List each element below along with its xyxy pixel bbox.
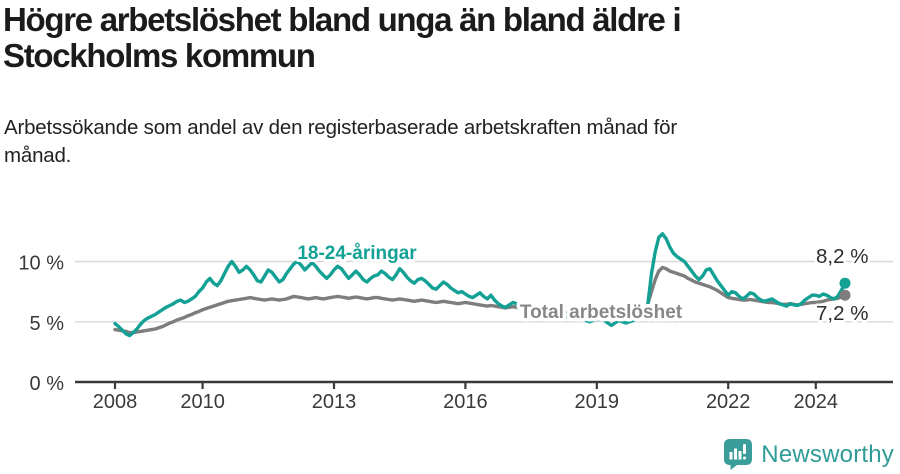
end-dot-total [839, 289, 851, 301]
end-dot-youth [839, 277, 851, 289]
series-label-total: Total arbetslöshet [520, 302, 683, 323]
subtitle-line-2: månad. [4, 144, 72, 167]
x-tick-label: 2016 [443, 391, 488, 413]
exclamation-dot [743, 456, 747, 460]
y-tick-label: 5 % [30, 313, 65, 335]
x-tick-label: 2013 [312, 391, 357, 413]
subtitle-line-1: Arbetssökande som andel av den registerb… [4, 116, 677, 139]
chart-annotations: 18-24-åringar Total arbetslöshet 8,2 % 7,2 … [294, 240, 871, 328]
exclamation-stem [743, 444, 747, 454]
bar-1 [729, 452, 733, 460]
x-tick-label: 2024 [794, 391, 839, 413]
title-line-2: Stockholms kommun [3, 37, 316, 74]
series-lines [113, 232, 847, 338]
bar-3 [738, 451, 742, 460]
end-value-label-youth: 8,2 % [816, 245, 868, 268]
end-value-label-total: 7,2 % [816, 302, 868, 325]
series-line-youth [113, 232, 847, 338]
x-tick-label: 2019 [575, 391, 620, 413]
y-tick-label: 0 % [30, 373, 65, 395]
x-tick-label: 2008 [93, 391, 138, 413]
axes: 0 % 5 % 10 % 2008 2010 2013 2016 2019 2022 2024 [18, 253, 893, 413]
speech-bubble-shape [724, 439, 753, 470]
chart-svg: 0 % 5 % 10 % 2008 2010 2013 2016 2019 2022 2024 1… [18, 232, 893, 413]
chart-subtitle: Arbetssökande som andel av den registerb… [4, 114, 843, 170]
newsworthy-logo: Newsworthy [724, 439, 894, 470]
gridlines [75, 260, 893, 323]
series-line-total [113, 265, 847, 335]
title-line-1: Högre arbetslöshet bland unga än bland ä… [3, 1, 682, 38]
newsworthy-logo-text: Newsworthy [761, 440, 894, 468]
y-tick-label: 10 % [18, 253, 64, 275]
chart-header: Högre arbetslöshet bland unga än bland ä… [3, 2, 843, 170]
x-tick-label: 2022 [706, 391, 751, 413]
page-title: Högre arbetslöshet bland unga än bland ä… [3, 2, 843, 74]
bar-2 [734, 448, 738, 460]
unemployment-line-chart: 0 % 5 % 10 % 2008 2010 2013 2016 2019 2022 2024 1… [0, 205, 900, 435]
newsworthy-logo-icon [724, 439, 753, 470]
series-label-youth: 18-24-åringar [297, 243, 417, 264]
x-tick-label: 2010 [180, 391, 225, 413]
